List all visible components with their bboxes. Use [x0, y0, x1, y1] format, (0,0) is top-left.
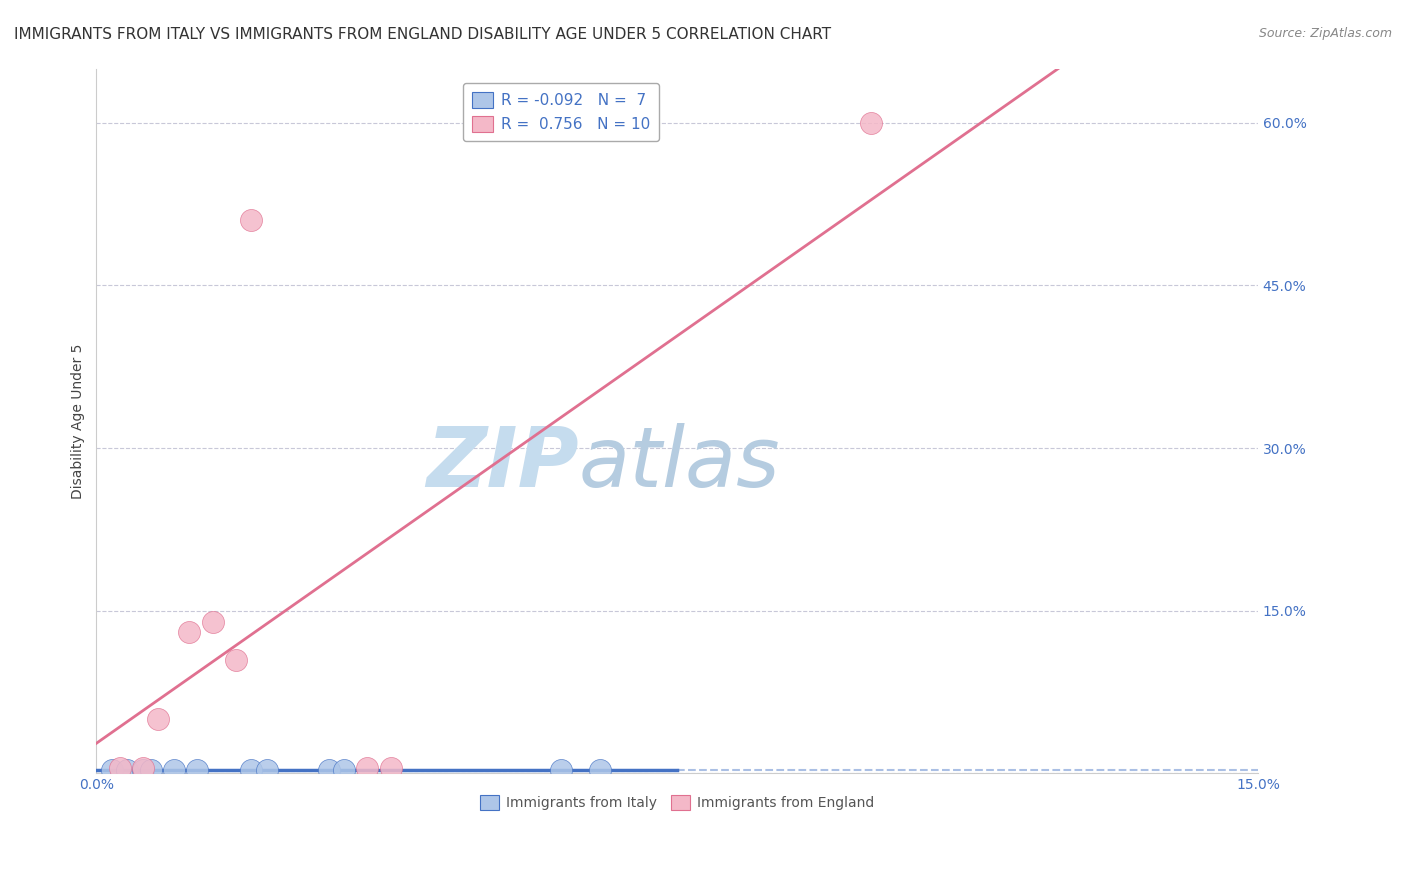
Point	[179, 625, 201, 640]
Text: ZIP: ZIP	[426, 423, 578, 504]
Point	[132, 761, 155, 775]
Point	[550, 763, 572, 777]
Legend: Immigrants from Italy, Immigrants from England: Immigrants from Italy, Immigrants from E…	[474, 790, 880, 816]
Point	[333, 763, 356, 777]
Point	[225, 652, 247, 666]
Point	[201, 615, 224, 629]
Point	[318, 763, 340, 777]
Text: atlas: atlas	[578, 423, 780, 504]
Point	[240, 763, 263, 777]
Point	[101, 763, 124, 777]
Point	[186, 763, 208, 777]
Point	[108, 761, 131, 775]
Text: IMMIGRANTS FROM ITALY VS IMMIGRANTS FROM ENGLAND DISABILITY AGE UNDER 5 CORRELAT: IMMIGRANTS FROM ITALY VS IMMIGRANTS FROM…	[14, 27, 831, 42]
Point	[163, 763, 186, 777]
Point	[589, 763, 612, 777]
Point	[859, 116, 882, 130]
Point	[240, 213, 263, 227]
Point	[148, 712, 170, 726]
Point	[117, 763, 139, 777]
Y-axis label: Disability Age Under 5: Disability Age Under 5	[72, 343, 86, 499]
Point	[256, 763, 278, 777]
Point	[380, 761, 402, 775]
Point	[139, 763, 162, 777]
Point	[356, 761, 378, 775]
Text: Source: ZipAtlas.com: Source: ZipAtlas.com	[1258, 27, 1392, 40]
Point	[132, 763, 155, 777]
